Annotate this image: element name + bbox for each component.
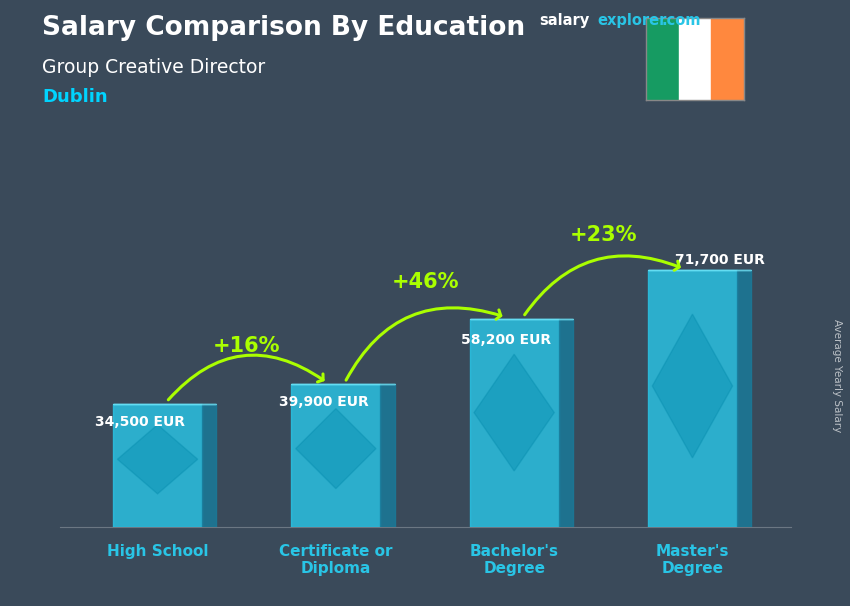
Text: Average Yearly Salary: Average Yearly Salary [832, 319, 842, 432]
Text: 71,700 EUR: 71,700 EUR [675, 253, 764, 267]
Text: +23%: +23% [570, 225, 637, 245]
Text: 34,500 EUR: 34,500 EUR [95, 415, 185, 430]
Text: .com: .com [661, 13, 700, 28]
Bar [469, 319, 558, 527]
Bar [648, 270, 737, 527]
Bar [292, 384, 381, 527]
Bar [678, 18, 711, 100]
Bar [381, 384, 394, 527]
Polygon shape [296, 408, 376, 488]
Text: Dublin: Dublin [42, 88, 108, 106]
Bar [646, 18, 678, 100]
Text: Salary Comparison By Education: Salary Comparison By Education [42, 15, 525, 41]
Bar [202, 404, 217, 527]
Polygon shape [474, 355, 554, 471]
Polygon shape [117, 425, 198, 494]
Bar [113, 404, 202, 527]
Text: +16%: +16% [213, 336, 280, 356]
Bar [737, 270, 751, 527]
Bar [558, 319, 573, 527]
Text: 39,900 EUR: 39,900 EUR [279, 395, 369, 408]
Text: +46%: +46% [391, 272, 459, 292]
Polygon shape [652, 314, 733, 458]
Text: explorer: explorer [598, 13, 667, 28]
Text: 58,200 EUR: 58,200 EUR [461, 333, 551, 347]
Bar [711, 18, 744, 100]
Text: salary: salary [540, 13, 590, 28]
Text: Group Creative Director: Group Creative Director [42, 58, 266, 76]
